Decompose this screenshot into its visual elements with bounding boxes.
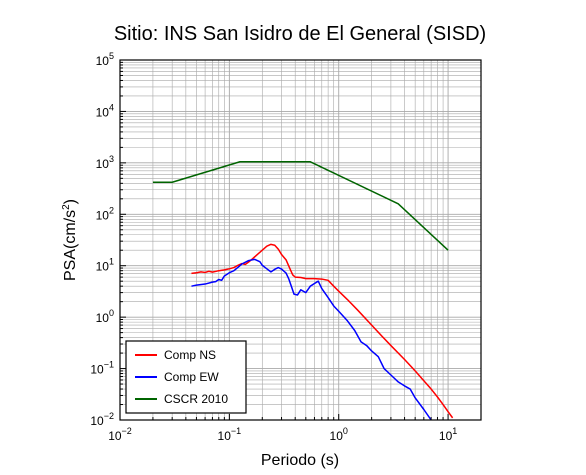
y-tick-label: 105 xyxy=(96,51,114,68)
y-tick-label: 100 xyxy=(96,308,114,325)
plot-frame xyxy=(119,59,482,421)
legend-label: Comp EW xyxy=(164,370,219,384)
y-tick-exponent: −2 xyxy=(104,411,114,421)
x-tick-exponent: 1 xyxy=(452,426,457,436)
x-tick-label: 10−2 xyxy=(108,426,132,443)
y-axis-label-close: ) xyxy=(62,199,79,204)
y-tick-label: 10−1 xyxy=(90,360,114,377)
x-tick-exponent: 0 xyxy=(343,426,348,436)
y-axis-label: PSA(cm/s2) xyxy=(61,199,79,281)
chart-title: Sitio: INS San Isidro de El General (SIS… xyxy=(114,23,486,45)
y-axis-label-main: PSA(cm/s xyxy=(62,210,79,281)
x-tick-base: 10 xyxy=(218,429,232,443)
x-tick-base: 10 xyxy=(439,429,453,443)
y-tick-exponent: 1 xyxy=(109,257,114,267)
y-tick-label: 102 xyxy=(96,205,114,222)
y-tick-exponent: 3 xyxy=(109,154,114,164)
series-layer xyxy=(152,161,454,420)
y-tick-label: 104 xyxy=(96,102,114,119)
y-tick-base: 10 xyxy=(90,363,104,377)
x-tick-exponent: −1 xyxy=(231,426,241,436)
x-tick-base: 10 xyxy=(108,429,122,443)
y-tick-exponent: 0 xyxy=(109,308,114,318)
x-tick-base: 10 xyxy=(330,429,344,443)
legend: Comp NS Comp EW CSCR 2010 xyxy=(125,340,247,414)
y-tick-exponent: 2 xyxy=(109,205,114,215)
series-line-cscr-2010 xyxy=(152,161,449,251)
y-tick-label: 10−2 xyxy=(90,411,114,428)
series-line-comp-ns xyxy=(191,243,454,419)
y-tick-base: 10 xyxy=(90,414,104,428)
y-tick-base: 10 xyxy=(96,260,110,274)
y-tick-exponent: 5 xyxy=(109,51,114,61)
y-tick-exponent: −1 xyxy=(104,360,114,370)
y-tick-label: 103 xyxy=(96,154,114,171)
y-tick-base: 10 xyxy=(96,208,110,222)
y-tick-base: 10 xyxy=(96,157,110,171)
y-tick-exponent: 4 xyxy=(109,102,114,112)
y-tick-base: 10 xyxy=(96,105,110,119)
y-axis-label-sup: 2 xyxy=(61,204,72,210)
x-tick-label: 100 xyxy=(330,426,348,443)
y-tick-base: 10 xyxy=(96,311,110,325)
x-axis-label: Periodo (s) xyxy=(261,452,339,469)
legend-label: Comp NS xyxy=(164,348,216,362)
grid-layer xyxy=(119,59,482,421)
x-tick-exponent: −2 xyxy=(122,426,132,436)
x-tick-label: 101 xyxy=(439,426,457,443)
y-tick-label: 101 xyxy=(96,257,114,274)
y-tick-base: 10 xyxy=(96,54,110,68)
legend-label: CSCR 2010 xyxy=(164,392,228,406)
x-tick-label: 10−1 xyxy=(218,426,242,443)
series-line-comp-ew xyxy=(191,258,432,420)
